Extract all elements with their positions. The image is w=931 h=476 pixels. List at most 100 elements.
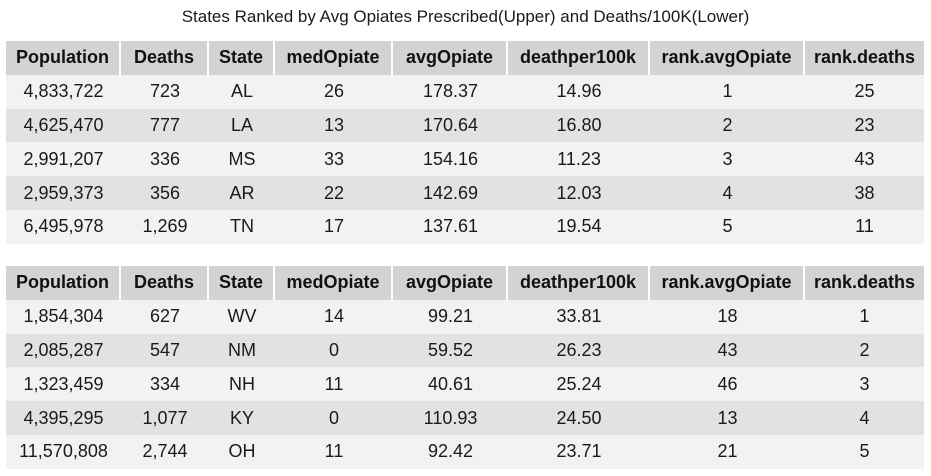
- table-cell-population: 11,570,808: [6, 434, 121, 469]
- table-cell-deathper100k: 19.54: [508, 209, 650, 244]
- table-row: 2,959,373 356 AR 22 142.69 12.03 4 38: [6, 176, 924, 210]
- table-cell-avgopiate: 142.69: [393, 176, 508, 210]
- table-cell-avgopiate: 154.16: [393, 142, 508, 177]
- table-cell-state: KY: [209, 401, 275, 435]
- table-cell-population: 4,625,470: [6, 108, 121, 143]
- table-cell-population: 2,959,373: [6, 176, 121, 210]
- table-row: 4,625,470 777 LA 13 170.64 16.80 2 23: [6, 108, 924, 143]
- table-cell-deathper100k: 16.80: [508, 108, 650, 143]
- table-cell-deaths: 356: [121, 176, 209, 210]
- column-header-avgopiate: avgOpiate: [393, 266, 508, 300]
- table-cell-medopiate: 13: [275, 108, 393, 143]
- table-cell-state: AL: [209, 74, 275, 109]
- table-cell-rank-deaths: 43: [805, 142, 924, 177]
- table-cell-state: MS: [209, 142, 275, 177]
- table-cell-state: AR: [209, 176, 275, 210]
- table-cell-rank-deaths: 23: [805, 108, 924, 143]
- table-row: 6,495,978 1,269 TN 17 137.61 19.54 5 11: [6, 209, 924, 244]
- table-cell-medopiate: 22: [275, 176, 393, 210]
- table-row: 4,833,722 723 AL 26 178.37 14.96 1 25: [6, 74, 924, 109]
- table-cell-rank-avgopiate: 5: [650, 209, 805, 244]
- table-cell-avgopiate: 92.42: [393, 434, 508, 469]
- table-cell-deathper100k: 33.81: [508, 299, 650, 334]
- table-cell-avgopiate: 99.21: [393, 299, 508, 334]
- column-header-population: Population: [6, 41, 121, 75]
- column-header-rank-avgopiate: rank.avgOpiate: [650, 41, 805, 75]
- table-row: 1,323,459 334 NH 11 40.61 25.24 46 3: [6, 367, 924, 402]
- table-cell-population: 6,495,978: [6, 209, 121, 244]
- table-row: 1,854,304 627 WV 14 99.21 33.81 18 1: [6, 299, 924, 334]
- table-cell-state: LA: [209, 108, 275, 143]
- header-row: Population Deaths State medOpiate avgOpiate d…: [6, 266, 924, 300]
- table-cell-rank-avgopiate: 3: [650, 142, 805, 177]
- table-cell-medopiate: 17: [275, 209, 393, 244]
- column-header-medopiate: medOpiate: [275, 41, 393, 75]
- table-cell-rank-deaths: 38: [805, 176, 924, 210]
- table-cell-state: NH: [209, 367, 275, 402]
- column-header-state: State: [209, 41, 275, 75]
- table-row: 4,395,295 1,077 KY 0 110.93 24.50 13 4: [6, 401, 924, 435]
- table-cell-rank-avgopiate: 13: [650, 401, 805, 435]
- table-cell-state: WV: [209, 299, 275, 334]
- table-cell-deathper100k: 24.50: [508, 401, 650, 435]
- table-row: 2,085,287 547 NM 0 59.52 26.23 43 2: [6, 333, 924, 368]
- table-cell-rank-deaths: 3: [805, 367, 924, 402]
- table-cell-deaths: 627: [121, 299, 209, 334]
- table-cell-deathper100k: 23.71: [508, 434, 650, 469]
- table-cell-medopiate: 14: [275, 299, 393, 334]
- table-cell-deaths: 1,269: [121, 209, 209, 244]
- table-cell-rank-avgopiate: 43: [650, 333, 805, 368]
- column-header-deathper100k: deathper100k: [508, 41, 650, 75]
- table-cell-deaths: 723: [121, 74, 209, 109]
- table-cell-avgopiate: 137.61: [393, 209, 508, 244]
- table-row: 11,570,808 2,744 OH 11 92.42 23.71 21 5: [6, 434, 924, 469]
- table-cell-deathper100k: 25.24: [508, 367, 650, 402]
- table-cell-deaths: 777: [121, 108, 209, 143]
- table-cell-population: 4,833,722: [6, 74, 121, 109]
- table-cell-state: TN: [209, 209, 275, 244]
- table-cell-rank-deaths: 1: [805, 299, 924, 334]
- column-header-avgopiate: avgOpiate: [393, 41, 508, 75]
- table-cell-deathper100k: 11.23: [508, 142, 650, 177]
- table-cell-rank-avgopiate: 2: [650, 108, 805, 143]
- table-cell-medopiate: 0: [275, 333, 393, 368]
- table-cell-population: 2,085,287: [6, 333, 121, 368]
- column-header-rank-deaths: rank.deaths: [805, 41, 924, 75]
- table-cell-avgopiate: 178.37: [393, 74, 508, 109]
- table-cell-medopiate: 11: [275, 434, 393, 469]
- table-cell-deathper100k: 12.03: [508, 176, 650, 210]
- chart-title: States Ranked by Avg Opiates Prescribed(…: [181, 7, 750, 26]
- table-cell-medopiate: 0: [275, 401, 393, 435]
- column-header-deathper100k: deathper100k: [508, 266, 650, 300]
- table-cell-rank-avgopiate: 4: [650, 176, 805, 210]
- table-cell-deaths: 1,077: [121, 401, 209, 435]
- table-cell-deaths: 336: [121, 142, 209, 177]
- column-header-deaths: Deaths: [121, 41, 209, 75]
- table-cell-avgopiate: 170.64: [393, 108, 508, 143]
- table-cell-rank-deaths: 2: [805, 333, 924, 368]
- upper-table: Population Deaths State medOpiate avgOpiate d…: [6, 41, 924, 244]
- table-cell-avgopiate: 59.52: [393, 333, 508, 368]
- table-cell-rank-deaths: 5: [805, 434, 924, 469]
- column-header-population: Population: [6, 266, 121, 300]
- table-cell-medopiate: 33: [275, 142, 393, 177]
- table-cell-population: 1,323,459: [6, 367, 121, 402]
- table-cell-avgopiate: 40.61: [393, 367, 508, 402]
- lower-table: Population Deaths State medOpiate avgOpiate d…: [6, 266, 924, 469]
- table-cell-rank-deaths: 4: [805, 401, 924, 435]
- table-cell-rank-deaths: 25: [805, 74, 924, 109]
- table-cell-deaths: 547: [121, 333, 209, 368]
- table-cell-deathper100k: 14.96: [508, 74, 650, 109]
- table-cell-medopiate: 26: [275, 74, 393, 109]
- table-cell-population: 2,991,207: [6, 142, 121, 177]
- table-cell-deaths: 334: [121, 367, 209, 402]
- column-header-rank-deaths: rank.deaths: [805, 266, 924, 300]
- table-cell-deathper100k: 26.23: [508, 333, 650, 368]
- table-cell-state: OH: [209, 434, 275, 469]
- table-cell-rank-avgopiate: 46: [650, 367, 805, 402]
- table-cell-deaths: 2,744: [121, 434, 209, 469]
- table-row: 2,991,207 336 MS 33 154.16 11.23 3 43: [6, 142, 924, 177]
- table-cell-rank-avgopiate: 21: [650, 434, 805, 469]
- table-cell-avgopiate: 110.93: [393, 401, 508, 435]
- column-header-medopiate: medOpiate: [275, 266, 393, 300]
